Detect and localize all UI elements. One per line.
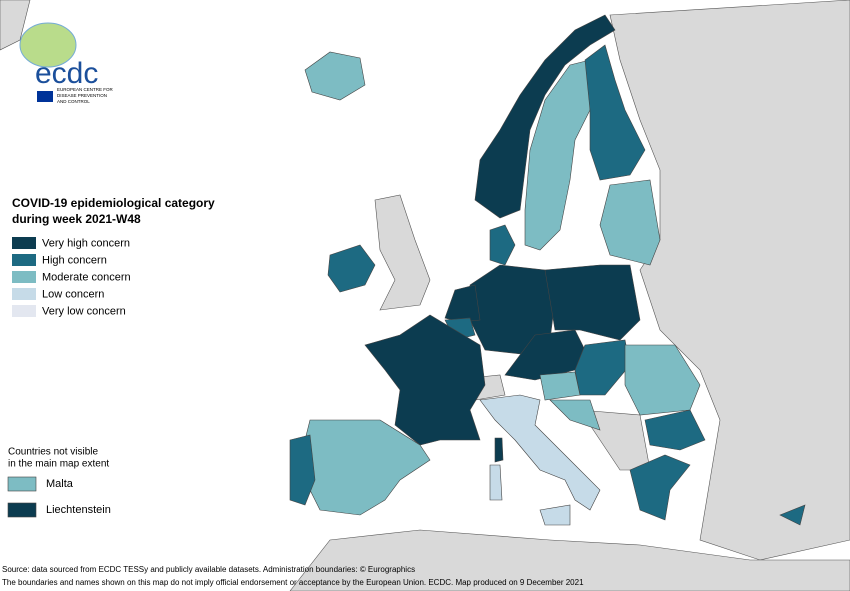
legend-swatch xyxy=(12,237,36,249)
country xyxy=(644,409,706,451)
inset-swatch xyxy=(7,502,37,518)
logo-subtitle: AND CONTROL xyxy=(57,99,90,104)
logo-name: ecdc xyxy=(35,57,98,90)
country xyxy=(524,59,591,251)
inset-swatch xyxy=(7,476,37,492)
country xyxy=(444,284,481,323)
country xyxy=(574,339,631,396)
footer-text: Source: data sourced from ECDC TESSy and… xyxy=(2,565,415,574)
inset-label: Malta xyxy=(46,478,74,490)
legend-swatch xyxy=(12,271,36,283)
country xyxy=(489,224,516,266)
inset-label: Liechtenstein xyxy=(46,504,111,516)
inset-legend: Malta Liechtenstein xyxy=(7,476,111,518)
logo: ecdc EUROPEAN CENTRE FOR DISEASE PREVENT… xyxy=(19,22,114,104)
logo-subtitle: DISEASE PREVENTION xyxy=(57,93,107,98)
country xyxy=(584,44,646,181)
country xyxy=(479,394,601,511)
legend-label: Low concern xyxy=(42,288,104,300)
eu-flag xyxy=(37,91,53,102)
country xyxy=(629,454,691,521)
country xyxy=(289,434,316,506)
inset-title: in the main map extent xyxy=(8,459,109,470)
country xyxy=(539,504,571,526)
legend-swatch xyxy=(12,254,36,266)
country xyxy=(549,399,601,431)
legend-swatch xyxy=(12,288,36,300)
country xyxy=(304,51,366,101)
country xyxy=(327,244,376,293)
legend-label: Moderate concern xyxy=(42,271,131,283)
country xyxy=(364,314,486,446)
countries xyxy=(289,14,806,526)
logo-subtitle: EUROPEAN CENTRE FOR xyxy=(57,87,114,92)
legend: Very high concern High concern Moderate co… xyxy=(12,237,131,317)
legend-swatch xyxy=(12,305,36,317)
logo-globe xyxy=(19,22,77,68)
country xyxy=(489,464,503,501)
country xyxy=(599,179,661,266)
legend-title: during week 2021-W48 xyxy=(12,212,141,226)
country xyxy=(494,437,504,463)
inset-title: Countries not visible xyxy=(8,447,98,458)
legend-label: Very high concern xyxy=(42,237,130,249)
country xyxy=(779,504,806,526)
country xyxy=(474,14,616,219)
footer-text: The boundaries and names shown on this m… xyxy=(2,578,584,587)
legend-label: High concern xyxy=(42,254,107,266)
country xyxy=(539,371,581,401)
legend-title: COVID-19 epidemiological category xyxy=(12,196,215,210)
legend-label: Very low concern xyxy=(42,305,126,317)
country xyxy=(544,264,641,341)
